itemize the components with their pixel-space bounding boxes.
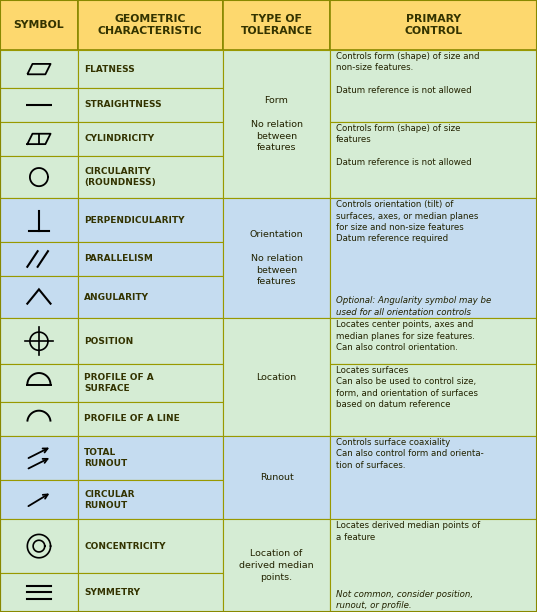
Text: Location of
derived median
points.: Location of derived median points. (240, 550, 314, 582)
Text: Locates center points, axes and
median planes for size features.
Can also contro: Locates center points, axes and median p… (336, 320, 475, 352)
Bar (78, 242, 223, 276)
Bar (78, 436, 223, 480)
Bar (78, 520, 223, 573)
Text: Locates surfaces
Can also be used to control size,
form, and orientation of surf: Locates surfaces Can also be used to con… (336, 366, 477, 409)
Bar (330, 0, 537, 50)
Text: Controls surface coaxiality
Can also control form and orienta-
tion of surfaces.: Controls surface coaxiality Can also con… (336, 438, 483, 469)
Text: CIRCULARITY
(ROUNDNESS): CIRCULARITY (ROUNDNESS) (84, 167, 156, 187)
Bar (223, 198, 330, 318)
Text: PARALLELISM: PARALLELISM (84, 255, 153, 264)
Text: Runout: Runout (260, 473, 293, 482)
Bar (0, 50, 78, 88)
Bar (0, 242, 78, 276)
Text: PRIMARY
CONTROL: PRIMARY CONTROL (404, 14, 463, 36)
Bar (0, 156, 78, 198)
Bar (78, 318, 223, 364)
Bar (0, 573, 78, 612)
Text: Controls orientation (tilt) of
surfaces, axes, or median planes
for size and non: Controls orientation (tilt) of surfaces,… (336, 200, 478, 244)
Bar (78, 402, 223, 436)
Bar (0, 276, 78, 318)
Bar (0, 122, 78, 156)
Bar (78, 156, 223, 198)
Bar (0, 520, 78, 573)
Bar (78, 364, 223, 402)
Bar (0, 364, 78, 402)
Text: PROFILE OF A LINE: PROFILE OF A LINE (84, 414, 180, 424)
Bar (78, 573, 223, 612)
Bar (0, 480, 78, 520)
Bar (223, 436, 330, 520)
Bar (330, 198, 537, 318)
Bar (330, 436, 537, 520)
Text: TYPE OF
TOLERANCE: TYPE OF TOLERANCE (241, 14, 313, 36)
Text: PERPENDICULARITY: PERPENDICULARITY (84, 215, 185, 225)
Bar (330, 318, 537, 364)
Text: GEOMETRIC
CHARACTERISTIC: GEOMETRIC CHARACTERISTIC (98, 14, 203, 36)
Text: Location: Location (257, 373, 296, 382)
Text: CYLINDRICITY: CYLINDRICITY (84, 135, 155, 143)
Text: Optional: Angularity symbol may be
used for all orientation controls: Optional: Angularity symbol may be used … (336, 296, 491, 316)
Text: Controls form (shape) of size
features

Datum reference is not allowed: Controls form (shape) of size features D… (336, 124, 471, 167)
Bar (78, 198, 223, 242)
Text: SYMMETRY: SYMMETRY (84, 588, 140, 597)
Text: TOTAL
RUNOUT: TOTAL RUNOUT (84, 448, 128, 468)
Bar (223, 318, 330, 436)
Bar (0, 0, 78, 50)
Bar (0, 88, 78, 122)
Bar (78, 480, 223, 520)
Text: Orientation

No relation
between
features: Orientation No relation between features (250, 230, 303, 286)
Text: STRAIGHTNESS: STRAIGHTNESS (84, 100, 162, 110)
Bar (78, 50, 223, 88)
Bar (330, 50, 537, 122)
Bar (223, 520, 330, 612)
Bar (0, 198, 78, 242)
Text: Controls form (shape) of size and
non-size features.

Datum reference is not all: Controls form (shape) of size and non-si… (336, 52, 479, 95)
Bar (330, 122, 537, 198)
Bar (78, 0, 223, 50)
Bar (78, 276, 223, 318)
Text: PROFILE OF A
SURFACE: PROFILE OF A SURFACE (84, 373, 154, 393)
Bar (0, 402, 78, 436)
Bar (0, 318, 78, 364)
Text: CONCENTRICITY: CONCENTRICITY (84, 542, 166, 551)
Text: CIRCULAR
RUNOUT: CIRCULAR RUNOUT (84, 490, 135, 510)
Text: Locates derived median points of
a feature: Locates derived median points of a featu… (336, 521, 480, 542)
Bar (223, 0, 330, 50)
Text: FLATNESS: FLATNESS (84, 65, 135, 73)
Text: POSITION: POSITION (84, 337, 134, 346)
Bar (330, 364, 537, 436)
Bar (330, 520, 537, 612)
Bar (223, 50, 330, 198)
Text: ANGULARITY: ANGULARITY (84, 293, 149, 302)
Bar (0, 436, 78, 480)
Bar (78, 88, 223, 122)
Text: Not common, consider position,
runout, or profile.: Not common, consider position, runout, o… (336, 590, 473, 610)
Bar (78, 122, 223, 156)
Text: SYMBOL: SYMBOL (13, 20, 64, 30)
Text: Form

No relation
between
features: Form No relation between features (251, 96, 302, 152)
